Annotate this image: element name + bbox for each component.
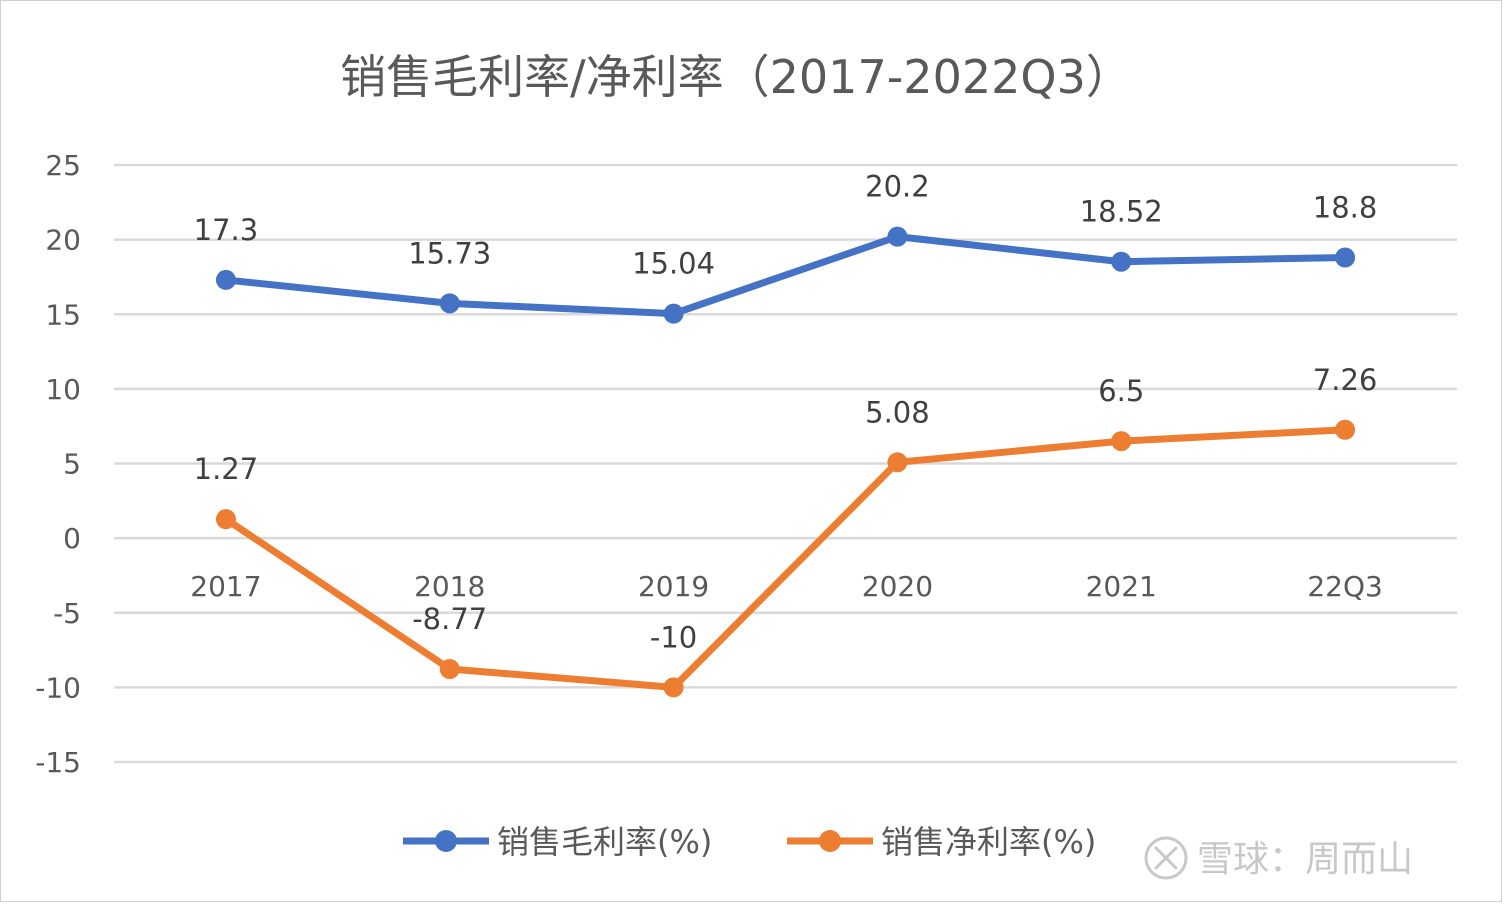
data-label: 7.26 <box>1313 363 1378 397</box>
y-tick-label: 10 <box>45 373 81 406</box>
y-tick-label: 15 <box>45 298 81 331</box>
gridlines <box>114 163 1457 764</box>
data-label: 15.04 <box>632 247 715 281</box>
legend: 销售毛利率(%) 销售净利率(%) <box>403 823 1096 861</box>
x-tick-label: 2020 <box>862 570 933 603</box>
data-point <box>1111 431 1132 452</box>
data-label: -8.77 <box>412 602 487 636</box>
watermark: 雪球：周而山 <box>1144 836 1413 880</box>
data-label: 5.08 <box>865 395 930 429</box>
y-tick-label: -5 <box>53 597 81 630</box>
legend-item: 销售净利率(%) <box>787 823 1096 861</box>
x-tick-label: 22Q3 <box>1307 570 1382 603</box>
x-tick-label: 2017 <box>190 570 261 603</box>
series-layer: 17.3 15.73 15.04 20.2 18.52 18.8 1.27 -8.77 -10 5… <box>194 170 1378 698</box>
legend-label: 销售净利率(%) <box>881 823 1096 861</box>
y-axis-ticks: 25 20 15 10 5 0 -5 -10 -15 <box>35 149 81 779</box>
data-point <box>439 659 460 680</box>
data-label: 15.73 <box>408 236 491 270</box>
legend-swatch-marker <box>819 830 841 852</box>
y-tick-label: -10 <box>35 671 81 704</box>
data-point <box>887 226 908 247</box>
data-point <box>663 303 684 324</box>
y-tick-label: -15 <box>35 746 81 779</box>
data-label: 18.8 <box>1313 191 1378 225</box>
data-label: 18.52 <box>1080 195 1163 229</box>
chart-title: 销售毛利率/净利率（2017-2022Q3） <box>340 50 1132 104</box>
x-tick-label: 2019 <box>638 570 709 603</box>
snowball-logo-icon <box>1144 836 1188 880</box>
data-label: 6.5 <box>1098 374 1144 408</box>
data-point <box>215 269 236 290</box>
legend-swatch-marker <box>435 830 457 852</box>
data-point <box>439 293 460 314</box>
data-point <box>1335 247 1356 268</box>
y-tick-label: 25 <box>45 149 81 182</box>
data-label: -10 <box>650 620 697 654</box>
data-label: 20.2 <box>865 170 930 204</box>
x-axis-ticks: 2017 2018 2019 2020 2021 22Q3 <box>190 570 1383 603</box>
watermark-text: 雪球：周而山 <box>1197 839 1413 880</box>
y-tick-label: 20 <box>45 224 81 257</box>
series-line <box>222 426 1349 691</box>
legend-item: 销售毛利率(%) <box>403 823 712 861</box>
data-label: 17.3 <box>194 213 259 247</box>
legend-label: 销售毛利率(%) <box>497 823 712 861</box>
data-point <box>215 509 236 530</box>
data-point <box>1335 419 1356 440</box>
x-tick-label: 2018 <box>414 570 485 603</box>
y-tick-label: 5 <box>63 448 81 481</box>
data-point <box>663 677 684 698</box>
data-point <box>887 452 908 473</box>
series-line <box>222 233 1349 318</box>
data-point <box>1111 251 1132 272</box>
data-label: 1.27 <box>194 452 259 486</box>
series-1: 17.3 15.73 15.04 20.2 18.52 18.8 <box>194 170 1378 324</box>
x-tick-label: 2021 <box>1086 570 1157 603</box>
y-tick-label: 0 <box>63 522 81 555</box>
series-2: 1.27 -8.77 -10 5.08 6.5 7.26 <box>194 363 1378 698</box>
